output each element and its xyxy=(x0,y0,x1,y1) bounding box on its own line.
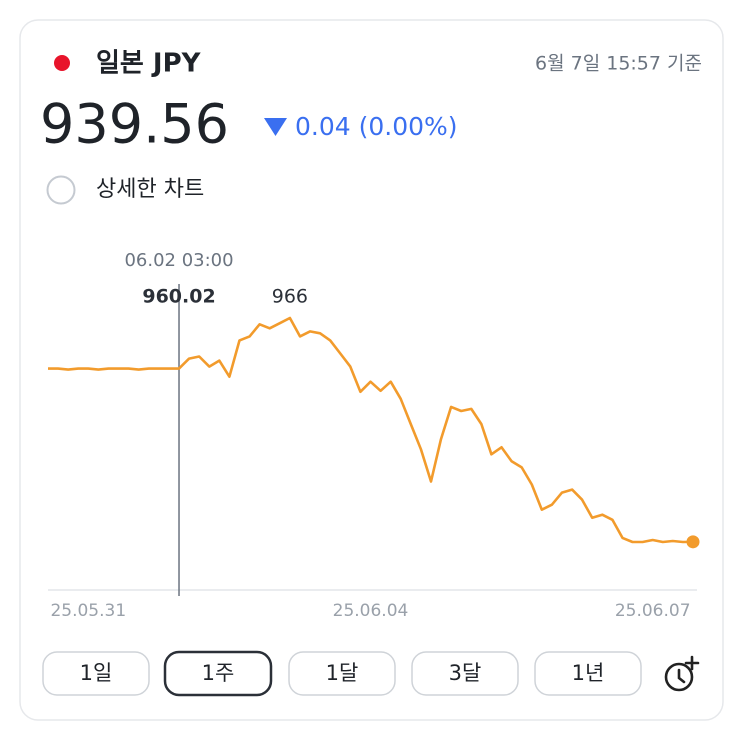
x-tick-label: 25.06.07 xyxy=(615,601,691,621)
max-label: 966 xyxy=(272,286,308,308)
checkbox[interactable] xyxy=(46,175,76,205)
detail-chart-label[interactable]: 상세한 차트 xyxy=(96,177,204,202)
x-tick-label: 25.06.04 xyxy=(333,601,409,621)
change: 0.04 (0.00%) xyxy=(295,112,458,141)
x-tick-label: 25.05.31 xyxy=(50,601,126,621)
period-button-label[interactable]: 1년 xyxy=(572,661,605,685)
period-button[interactable]: 3달 xyxy=(411,651,519,696)
period-button-bg[interactable] xyxy=(288,651,396,696)
price-line xyxy=(48,316,694,544)
price: 939.56 xyxy=(40,93,229,156)
last-point xyxy=(686,535,700,549)
tooltip-value: 960.02 xyxy=(142,286,215,308)
period-button-bg[interactable] xyxy=(163,650,273,697)
flag-icon xyxy=(54,55,70,71)
currency-title: 일본 JPY xyxy=(96,49,202,79)
period-button[interactable]: 1달 xyxy=(288,651,396,696)
period-button[interactable]: 1주 xyxy=(163,650,273,697)
timestamp: 6월 7일 15:57 기준 xyxy=(535,53,702,75)
period-button-label[interactable]: 1주 xyxy=(202,661,235,685)
period-button[interactable]: 1년 xyxy=(534,651,642,696)
card xyxy=(19,19,724,721)
tooltip-date: 06.02 03:00 xyxy=(124,250,233,271)
period-button-bg[interactable] xyxy=(411,651,519,696)
down-arrow xyxy=(264,118,287,136)
period-button[interactable]: 1일 xyxy=(42,651,150,696)
period-button-bg[interactable] xyxy=(42,651,150,696)
period-button-bg[interactable] xyxy=(534,651,642,696)
period-button-label[interactable]: 1일 xyxy=(80,661,113,685)
period-button-label[interactable]: 1달 xyxy=(326,661,359,685)
period-button-label[interactable]: 3달 xyxy=(449,661,482,685)
history-button[interactable] xyxy=(664,655,700,692)
